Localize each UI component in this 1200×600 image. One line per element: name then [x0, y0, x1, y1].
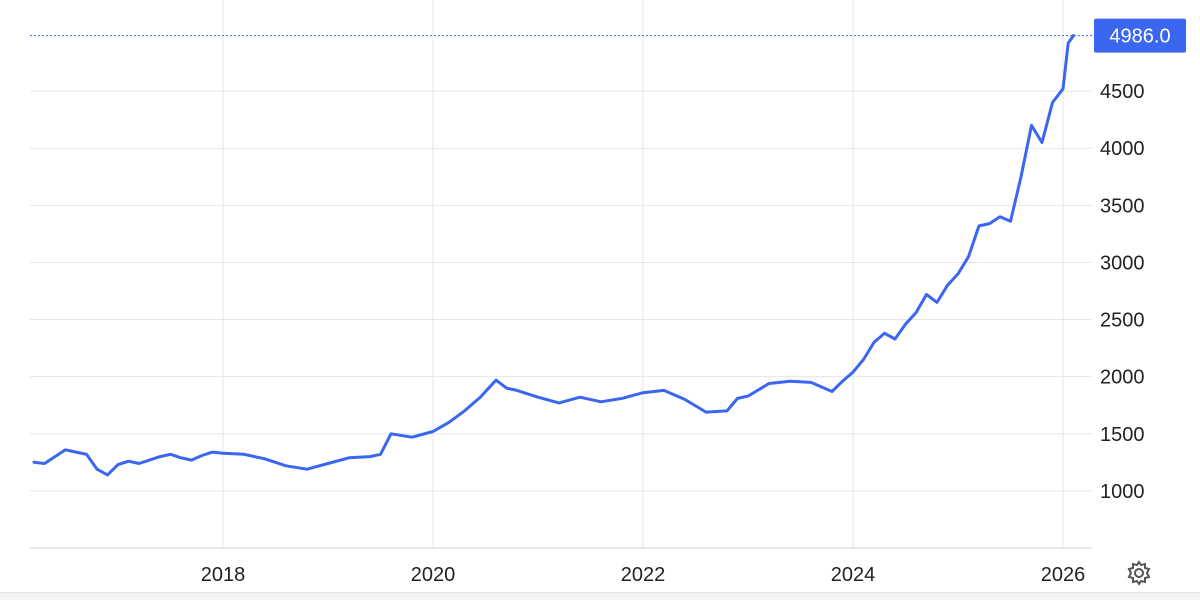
x-tick-label: 2022: [621, 564, 666, 586]
y-tick-label: 4500: [1100, 81, 1145, 103]
y-tick-label: 4000: [1100, 138, 1145, 160]
last-value-badge-bg: [1094, 18, 1186, 53]
x-tick-label: 2026: [1041, 564, 1086, 586]
x-axis-tick-labels: 2018 2020 2022 2024 2026: [201, 564, 1086, 586]
y-tick-label: 2500: [1100, 310, 1145, 332]
last-value-badge: 4986.0: [1094, 18, 1186, 53]
x-tick-label: 2024: [831, 564, 876, 586]
y-tick-label: 1000: [1100, 481, 1145, 503]
x-tick-label: 2020: [411, 564, 456, 586]
gridlines: [30, 0, 1092, 548]
series-line: [32, 34, 1075, 477]
y-axis-tick-labels: 1000 1500 2000 2500 3000 3500 4000 4500: [1100, 81, 1145, 503]
bottom-bar: [0, 592, 1200, 600]
settings-gear-icon[interactable]: [1124, 558, 1154, 588]
x-tick-label: 2018: [201, 564, 246, 586]
y-tick-label: 3500: [1100, 195, 1145, 217]
y-tick-label: 2000: [1100, 367, 1145, 389]
y-tick-label: 3000: [1100, 252, 1145, 274]
last-value-label: 4986.0: [1109, 26, 1170, 48]
y-tick-label: 1500: [1100, 424, 1145, 446]
